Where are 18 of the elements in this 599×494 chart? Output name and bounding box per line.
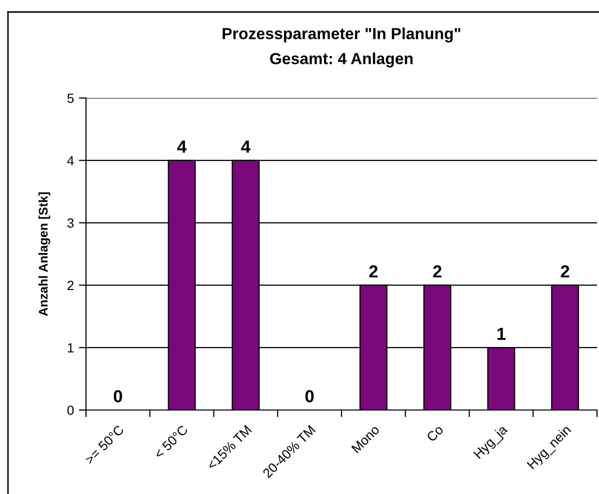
data-label: 2	[369, 265, 378, 278]
data-label: 0	[114, 390, 122, 402]
data-label: 4	[241, 140, 250, 153]
y-tick-label: 2	[68, 280, 74, 290]
chart-title: Prozessparameter "In Planung"	[222, 28, 460, 42]
y-tick-label: 3	[67, 218, 74, 228]
y-axis-title: Anzahl Anlagen [Stk]	[38, 192, 50, 316]
y-tick-label: 0	[67, 406, 74, 415]
data-label: 0	[305, 390, 314, 402]
data-label: 4	[177, 140, 187, 153]
y-tick-label: 1	[68, 343, 74, 352]
y-tick-label: 4	[67, 156, 74, 166]
data-label: 2	[433, 265, 442, 278]
chart-subtitle: Gesamt: 4 Anlagen	[270, 52, 413, 68]
x-tick-label: Co	[426, 424, 444, 442]
y-tick-label: 5	[67, 94, 74, 103]
data-label: 2	[560, 265, 570, 278]
data-label: 1	[497, 328, 506, 340]
